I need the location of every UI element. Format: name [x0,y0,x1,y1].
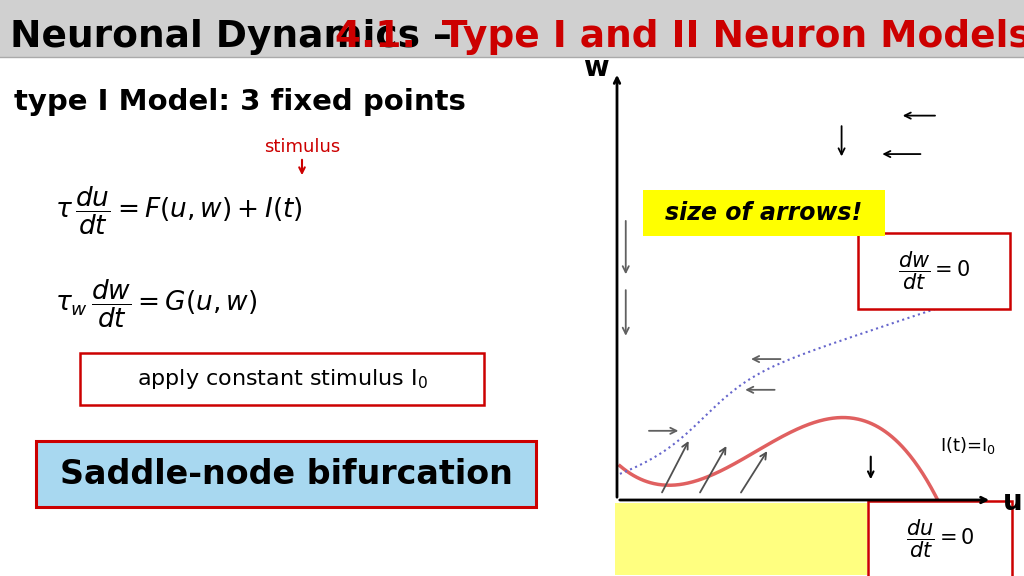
FancyBboxPatch shape [868,501,1012,576]
Text: size of arrows!: size of arrows! [666,201,862,225]
Text: $\tau_w \, \dfrac{dw}{dt} = G(u, w)$: $\tau_w \, \dfrac{dw}{dt} = G(u, w)$ [55,278,258,330]
FancyBboxPatch shape [36,441,536,507]
Text: 4.1.  Type I and II Neuron Models: 4.1. Type I and II Neuron Models [335,19,1024,55]
Bar [615,503,867,575]
Text: Neuronal Dynamics –: Neuronal Dynamics – [10,19,465,55]
Text: stimulus: stimulus [264,138,340,156]
Text: w: w [584,54,609,82]
Text: u: u [1002,488,1023,516]
Text: I(t)=I$_0$: I(t)=I$_0$ [940,434,996,456]
Text: type I Model: 3 fixed points: type I Model: 3 fixed points [14,88,466,116]
Text: $\dfrac{du}{dt} = 0$: $\dfrac{du}{dt} = 0$ [905,518,974,560]
FancyBboxPatch shape [643,190,885,236]
FancyBboxPatch shape [858,233,1010,309]
Text: $\dfrac{dw}{dt} = 0$: $\dfrac{dw}{dt} = 0$ [898,250,970,292]
Text: Saddle-node bifurcation: Saddle-node bifurcation [59,457,512,491]
Bar [0,0,1024,57]
Text: apply constant stimulus I$_0$: apply constant stimulus I$_0$ [136,367,427,391]
Text: $\tau \, \dfrac{du}{dt} = F(u, w) + I(t)$: $\tau \, \dfrac{du}{dt} = F(u, w) + I(t)… [55,185,303,237]
FancyBboxPatch shape [80,353,484,405]
